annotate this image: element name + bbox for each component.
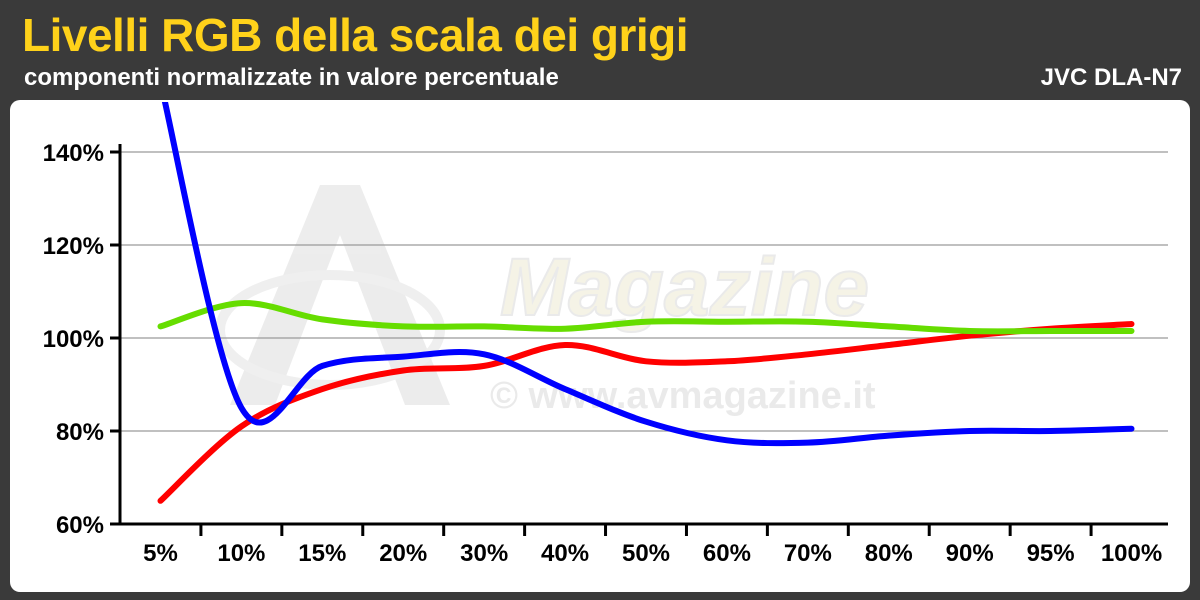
x-tick-label: 80% xyxy=(865,540,913,567)
y-tick-label: 120% xyxy=(43,233,104,260)
y-tick-label: 140% xyxy=(43,140,104,167)
x-tick-label: 5% xyxy=(143,540,178,567)
series-lines xyxy=(157,102,1135,504)
x-tick-label: 95% xyxy=(1027,540,1075,567)
chart-header: Livelli RGB della scala dei grigi compon… xyxy=(0,0,1200,100)
y-tick-label: 60% xyxy=(56,512,104,539)
x-tick-label: 100% xyxy=(1101,540,1162,567)
x-tick-label: 50% xyxy=(622,540,670,567)
chart-subtitle: componenti normalizzate in valore percen… xyxy=(24,64,559,91)
series-blue-line xyxy=(157,102,1135,447)
series-red-line xyxy=(157,321,1135,504)
tick-labels: 60% 80% 100% 120% 140% 5% 10% 15% 20% 30% 40% 50% 60… xyxy=(43,140,1163,567)
gridlines xyxy=(120,151,1168,432)
x-tick-label: 90% xyxy=(946,540,994,567)
x-tick-label: 30% xyxy=(460,540,508,567)
chart-title: Livelli RGB della scala dei grigi xyxy=(22,9,689,61)
x-tick-label: 60% xyxy=(703,540,751,567)
x-tick-label: 10% xyxy=(217,540,265,567)
x-tick-label: 40% xyxy=(541,540,589,567)
x-tick-label: 15% xyxy=(298,540,346,567)
series-green-line xyxy=(157,300,1135,335)
y-tick-label: 100% xyxy=(43,326,104,353)
y-tick-label: 80% xyxy=(56,419,104,446)
x-tick-label: 70% xyxy=(784,540,832,567)
chart-panel xyxy=(10,100,1190,592)
x-tick-label: 20% xyxy=(379,540,427,567)
axes xyxy=(110,144,1168,536)
device-label: JVC DLA-N7 xyxy=(1040,64,1182,91)
